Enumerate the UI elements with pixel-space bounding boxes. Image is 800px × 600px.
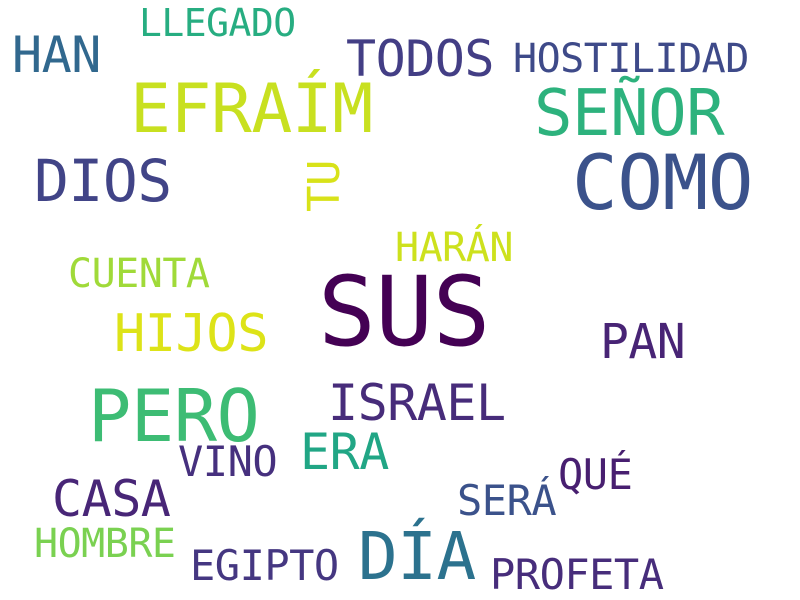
word-llegado: LLEGADO — [139, 1, 296, 45]
word-dios: DIOS — [34, 147, 172, 215]
word-era: ERA — [300, 423, 389, 481]
word-tu: TU — [299, 160, 350, 212]
word-pan: PAN — [600, 314, 686, 370]
word-dia: DÍA — [358, 518, 476, 595]
word-egipto: EGIPTO — [190, 541, 339, 590]
word-casa: CASA — [52, 470, 171, 528]
word-hombre: HOMBRE — [34, 521, 176, 567]
word-que: QUÉ — [558, 450, 633, 499]
word-hostilidad: HOSTILIDAD — [513, 36, 749, 82]
word-todos: TODOS — [346, 30, 495, 88]
word-sus: SUS — [318, 256, 490, 368]
word-efraim: EFRAÍM — [130, 70, 373, 149]
word-vino: VINO — [178, 437, 278, 486]
word-haran: HARÁN — [395, 225, 513, 271]
word-cuenta: CUENTA — [68, 251, 210, 297]
word-israel: ISRAEL — [328, 374, 506, 432]
word-senor: SEÑOR — [534, 77, 725, 151]
word-sera: SERÁ — [457, 476, 557, 525]
word-profeta: PROFETA — [490, 550, 664, 599]
word-como: COMO — [572, 138, 754, 227]
word-pero: PERO — [88, 374, 260, 458]
word-hijos: HIJOS — [114, 304, 269, 364]
word-han: HAN — [12, 26, 101, 84]
